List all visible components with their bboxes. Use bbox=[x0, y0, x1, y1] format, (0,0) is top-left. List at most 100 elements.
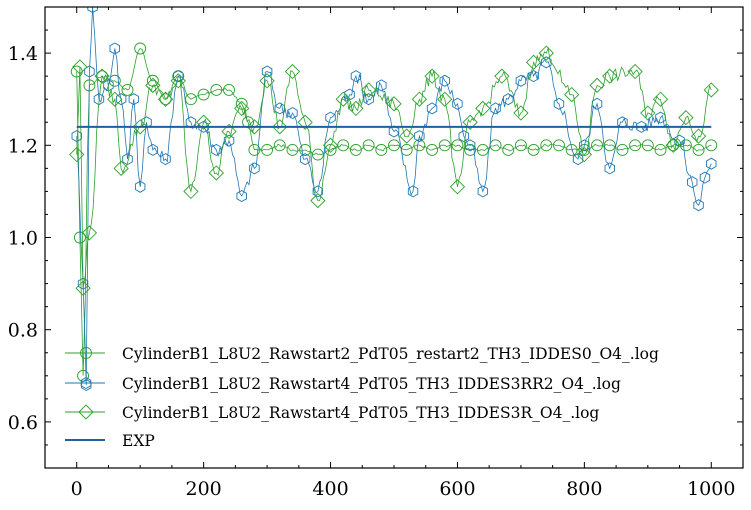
hexagon-marker bbox=[312, 185, 324, 198]
hexagon-marker bbox=[687, 176, 698, 189]
diamond-marker bbox=[69, 146, 85, 163]
diamond-marker bbox=[411, 91, 428, 107]
circle-marker bbox=[629, 139, 642, 152]
circle-marker bbox=[705, 139, 718, 152]
hexagon-marker bbox=[160, 153, 171, 166]
plot-area bbox=[69, 7, 719, 392]
diamond-marker bbox=[360, 82, 377, 98]
hexagon-marker bbox=[579, 139, 590, 152]
hexagon-marker bbox=[706, 157, 717, 170]
hexagon-marker bbox=[376, 79, 387, 92]
diamond-marker bbox=[348, 100, 364, 117]
legend: CylinderB1_L8U2_Rawstart2_PdT05_restart2… bbox=[65, 345, 659, 450]
hexagon-marker bbox=[604, 162, 615, 175]
diamond-marker bbox=[310, 192, 326, 209]
hexagon-marker bbox=[541, 56, 552, 69]
axis-ticks: 0 200 400 600 800 1000 0.6 0.8 1.0 1.2 1.4 bbox=[8, 6, 744, 500]
diamond-marker bbox=[538, 45, 554, 61]
series-group bbox=[69, 7, 719, 392]
diamond-marker bbox=[297, 114, 313, 130]
diamond-marker bbox=[513, 105, 529, 121]
circle-marker bbox=[464, 143, 477, 156]
hexagon-marker bbox=[655, 111, 666, 124]
hexagon-marker bbox=[299, 153, 311, 166]
diamond-marker bbox=[221, 123, 237, 140]
hexagon-marker bbox=[249, 162, 260, 175]
hexagon-marker bbox=[71, 130, 82, 143]
diamond-marker bbox=[145, 77, 161, 94]
hexagon-marker bbox=[80, 376, 92, 390]
hexagon-marker bbox=[452, 97, 463, 110]
hexagon-marker bbox=[87, 7, 98, 14]
series-line bbox=[76, 46, 712, 289]
diamond-marker bbox=[272, 119, 288, 135]
circle-marker bbox=[223, 84, 235, 96]
circle-marker bbox=[210, 84, 223, 96]
x-tick-label: 400 bbox=[312, 478, 348, 500]
diamond-marker bbox=[627, 63, 643, 80]
series-line bbox=[76, 7, 712, 386]
hexagon-marker bbox=[77, 277, 89, 290]
circle-marker bbox=[121, 84, 134, 96]
y-tick-label: 0.8 bbox=[8, 320, 38, 342]
diamond-marker bbox=[640, 105, 656, 121]
hexagon-marker bbox=[699, 171, 711, 184]
hexagon-marker bbox=[572, 153, 584, 166]
hexagon-marker bbox=[122, 153, 133, 166]
circle-marker bbox=[96, 70, 109, 83]
hexagon-marker bbox=[553, 97, 565, 110]
hexagon-marker bbox=[287, 106, 298, 120]
hexagon-marker bbox=[458, 130, 470, 143]
diamond-marker bbox=[703, 82, 719, 98]
hexagon-marker bbox=[261, 65, 273, 78]
circle-marker bbox=[514, 139, 527, 152]
circle-marker bbox=[413, 139, 426, 152]
y-tick-label: 0.6 bbox=[8, 412, 38, 434]
circle-marker bbox=[451, 139, 464, 152]
diamond-marker bbox=[462, 114, 478, 130]
series-1 bbox=[71, 7, 717, 392]
circle-marker bbox=[375, 143, 388, 156]
x-tick-label: 1000 bbox=[687, 478, 735, 500]
diamond-marker bbox=[602, 68, 618, 84]
circle-marker bbox=[476, 143, 489, 156]
circle-marker bbox=[438, 139, 451, 152]
circle-marker bbox=[324, 143, 337, 156]
diamond-marker bbox=[494, 68, 510, 84]
series-0 bbox=[70, 42, 718, 382]
diamond-marker bbox=[195, 114, 212, 130]
hexagon-marker bbox=[388, 125, 400, 138]
hexagon-marker bbox=[211, 143, 222, 156]
circle-marker bbox=[349, 143, 362, 156]
diamond-marker bbox=[335, 91, 351, 107]
y-tick-label: 1.0 bbox=[8, 228, 38, 250]
circle-marker bbox=[311, 148, 324, 161]
circle-marker bbox=[197, 88, 210, 101]
circle-marker bbox=[261, 143, 274, 156]
circle-marker bbox=[159, 93, 172, 106]
diamond-marker bbox=[208, 165, 224, 181]
diamond-marker bbox=[525, 54, 542, 70]
x-tick-label: 800 bbox=[566, 478, 602, 500]
hexagon-marker bbox=[477, 185, 489, 198]
diamond-marker bbox=[449, 179, 466, 195]
hexagon-marker bbox=[147, 143, 159, 156]
y-tick-label: 1.2 bbox=[8, 135, 38, 157]
circle-marker bbox=[641, 139, 654, 152]
circle-marker bbox=[654, 143, 667, 156]
series-line bbox=[76, 47, 712, 376]
circle-marker bbox=[286, 143, 299, 156]
hexagon-marker bbox=[325, 111, 336, 124]
hexagon-marker bbox=[528, 70, 539, 83]
diamond-marker bbox=[72, 59, 88, 75]
circle-marker bbox=[692, 143, 705, 156]
circle-marker bbox=[540, 139, 553, 152]
diamond-marker bbox=[75, 280, 91, 296]
diamond-marker bbox=[284, 63, 301, 80]
circle-marker bbox=[273, 139, 286, 152]
diamond-marker bbox=[424, 68, 440, 84]
diamond-marker bbox=[113, 160, 129, 176]
circle-marker bbox=[80, 347, 92, 359]
diamond-marker bbox=[564, 86, 580, 103]
hexagon-marker bbox=[414, 130, 425, 143]
